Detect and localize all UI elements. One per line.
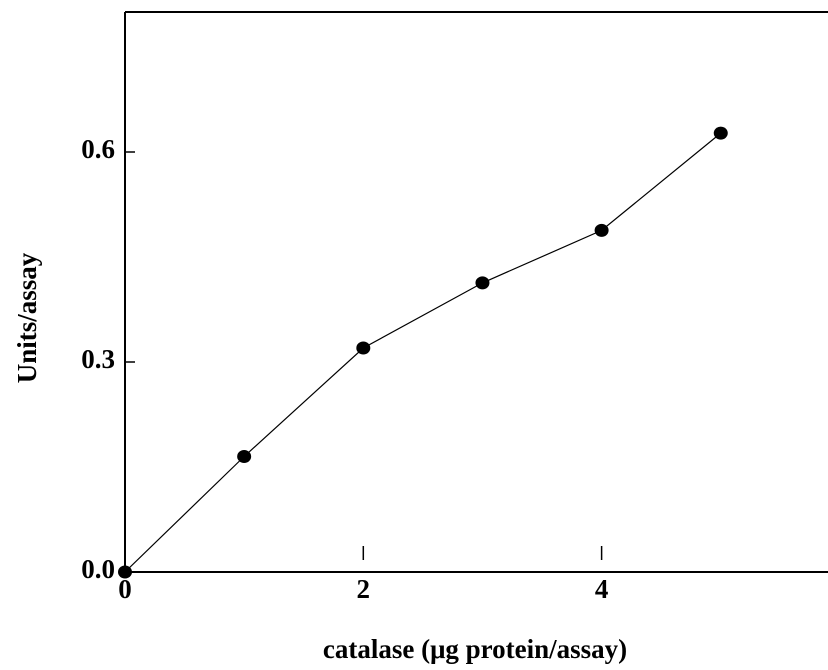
x-axis-label: catalase (μg protein/assay) (323, 634, 627, 664)
x-tick-label: 4 (595, 574, 609, 604)
data-point (713, 126, 728, 140)
series-line (124, 132, 722, 573)
data-point (475, 276, 490, 290)
x-tick-label: 2 (357, 574, 371, 604)
data-point (118, 565, 132, 579)
x-tick-label: 0 (118, 574, 132, 604)
data-point (237, 450, 252, 463)
y-tick-label: 0.6 (81, 134, 115, 164)
data-point (356, 341, 371, 355)
y-tick-label: 0.3 (81, 344, 115, 374)
data-point (594, 223, 609, 237)
y-axis-label: Units/assay (12, 252, 42, 383)
y-tick-label: 0.0 (81, 554, 115, 584)
